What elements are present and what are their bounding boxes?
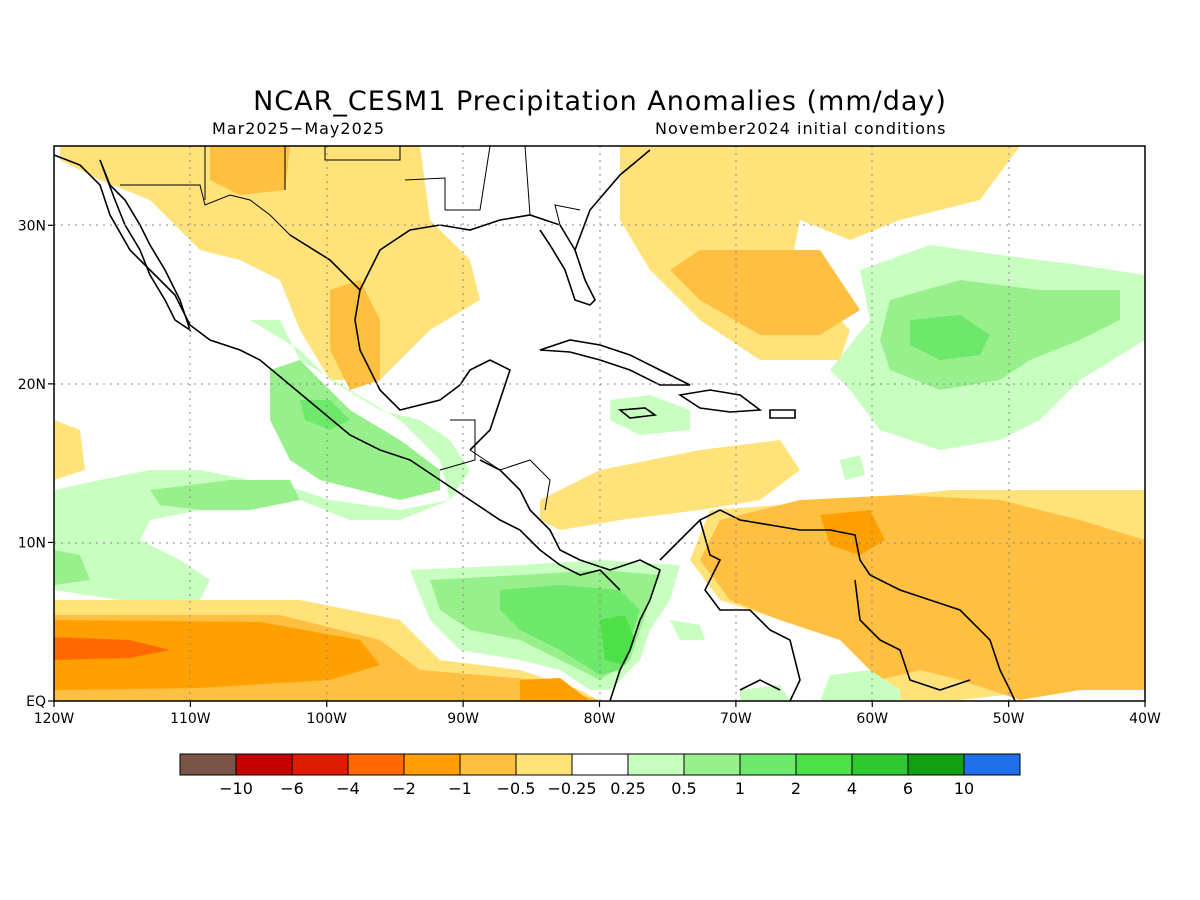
lon-tick-label: 50W: [993, 711, 1025, 727]
colorbar-label: −6: [280, 779, 304, 798]
colorbar-swatch: [851, 753, 909, 776]
lon-tick-label: 100W: [306, 711, 347, 727]
anomaly-dry-strong: [54, 510, 885, 701]
gridlines: [54, 146, 1145, 701]
colorbar-label: 4: [847, 779, 857, 798]
initial-conditions: November2024 initial conditions: [655, 119, 947, 138]
colorbar: −10 −6 −4 −2 −1 −0.5 −0.25 0.25 0.5 1 2 4 6 10: [179, 753, 1021, 798]
colorbar-swatch: [179, 753, 237, 776]
lon-tick-label: 110W: [170, 711, 211, 727]
colorbar-label: 1: [735, 779, 745, 798]
lon-tick-label: 80W: [584, 711, 616, 727]
colorbar-swatch: [235, 753, 293, 776]
colorbar-swatch: [459, 753, 517, 776]
chart-title: NCAR_CESM1 Precipitation Anomalies (mm/d…: [253, 86, 947, 117]
lon-tick-label: 40W: [1129, 711, 1161, 727]
lon-tick-label: 70W: [720, 711, 752, 727]
colorbar-swatch: [683, 753, 741, 776]
lon-tick-label: 60W: [856, 711, 888, 727]
colorbar-swatch: [907, 753, 965, 776]
anomaly-field: [54, 146, 1145, 701]
lat-tick-label: 10N: [18, 535, 46, 551]
colorbar-swatch: [963, 753, 1021, 776]
colorbar-label: 2: [791, 779, 801, 798]
colorbar-swatch: [347, 753, 405, 776]
colorbar-swatch: [515, 753, 573, 776]
lat-tick-label: 30N: [18, 218, 46, 234]
colorbar-label: −2: [392, 779, 416, 798]
colorbar-swatch: [795, 753, 853, 776]
borders: [120, 146, 581, 511]
longitude-axis: 120W 110W 100W 90W 80W 70W 60W 50W 40W: [34, 701, 1161, 727]
colorbar-label: −4: [336, 779, 360, 798]
colorbar-label: −10: [219, 779, 253, 798]
colorbar-label: −0.25: [547, 779, 596, 798]
colorbar-swatch: [739, 753, 797, 776]
colorbar-label: 0.25: [610, 779, 646, 798]
colorbar-label: 0.5: [671, 779, 696, 798]
lat-tick-label: 20N: [18, 377, 46, 393]
colorbar-label: −0.5: [497, 779, 536, 798]
lon-tick-label: 90W: [447, 711, 479, 727]
colorbar-swatch: [571, 753, 629, 776]
colorbar-swatch: [403, 753, 461, 776]
anomaly-dry-severe: [54, 637, 170, 660]
anomaly-wet-severe: [600, 615, 635, 665]
colorbar-label: 10: [954, 779, 974, 798]
forecast-period: Mar2025−May2025: [212, 119, 386, 138]
coastlines: [54, 149, 1016, 701]
lat-tick-label: EQ: [26, 694, 46, 710]
colorbar-label: 6: [903, 779, 913, 798]
lon-tick-label: 120W: [34, 711, 75, 727]
colorbar-swatch: [291, 753, 349, 776]
colorbar-label: −1: [448, 779, 472, 798]
latitude-axis: EQ 10N 20N 30N: [18, 218, 54, 710]
colorbar-swatch: [627, 753, 685, 776]
